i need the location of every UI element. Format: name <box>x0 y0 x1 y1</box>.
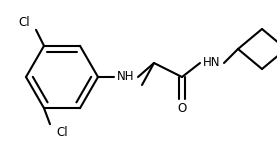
Text: O: O <box>177 102 187 115</box>
Text: Cl: Cl <box>18 16 30 29</box>
Text: Cl: Cl <box>56 126 68 139</box>
Text: HN: HN <box>203 57 221 69</box>
Text: NH: NH <box>117 71 135 84</box>
